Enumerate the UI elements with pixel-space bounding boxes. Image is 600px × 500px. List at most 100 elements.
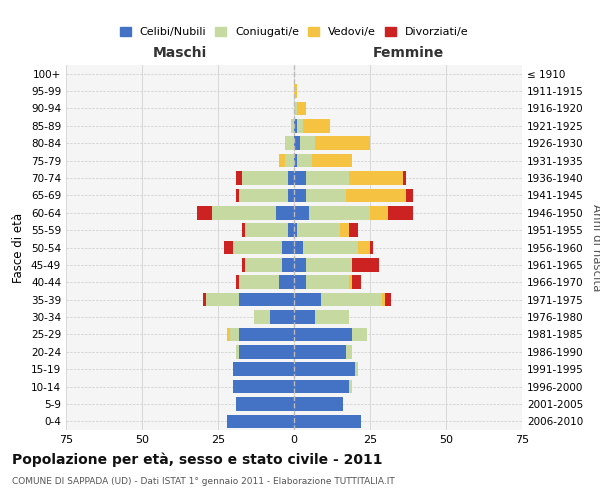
Bar — [294, 119, 297, 132]
Bar — [297, 224, 340, 237]
Bar — [288, 224, 294, 237]
Bar — [288, 171, 294, 185]
Bar — [245, 224, 288, 237]
Bar — [297, 102, 306, 115]
Bar — [236, 188, 239, 202]
Bar — [236, 276, 239, 289]
Bar — [315, 136, 370, 150]
Bar — [254, 310, 269, 324]
Bar — [306, 258, 352, 272]
Bar — [352, 258, 379, 272]
Bar — [294, 276, 306, 289]
Bar — [352, 328, 367, 341]
Bar — [294, 154, 297, 168]
Bar — [352, 276, 361, 289]
Bar — [306, 276, 349, 289]
Bar — [236, 171, 242, 185]
Bar — [403, 171, 406, 185]
Bar — [212, 206, 276, 220]
Text: Maschi: Maschi — [153, 46, 207, 60]
Bar — [239, 345, 294, 358]
Legend: Celibi/Nubili, Coniugati/e, Vedovi/e, Divorziati/e: Celibi/Nubili, Coniugati/e, Vedovi/e, Di… — [119, 27, 469, 37]
Bar — [303, 119, 331, 132]
Bar — [294, 240, 303, 254]
Bar — [294, 258, 306, 272]
Bar — [239, 328, 294, 341]
Text: Femmine: Femmine — [373, 46, 443, 60]
Bar — [370, 206, 388, 220]
Bar — [303, 240, 358, 254]
Bar — [346, 345, 352, 358]
Y-axis label: Anni di nascita: Anni di nascita — [590, 204, 600, 291]
Bar — [227, 414, 294, 428]
Text: COMUNE DI SAPPADA (UD) - Dati ISTAT 1° gennaio 2011 - Elaborazione TUTTITALIA.IT: COMUNE DI SAPPADA (UD) - Dati ISTAT 1° g… — [12, 478, 395, 486]
Y-axis label: Fasce di età: Fasce di età — [13, 212, 25, 282]
Bar — [294, 380, 349, 394]
Text: Popolazione per età, sesso e stato civile - 2011: Popolazione per età, sesso e stato civil… — [12, 452, 383, 467]
Bar — [239, 276, 279, 289]
Bar — [288, 188, 294, 202]
Bar — [297, 154, 312, 168]
Bar — [294, 188, 306, 202]
Bar — [382, 293, 385, 306]
Bar — [242, 258, 245, 272]
Bar — [385, 293, 391, 306]
Bar — [233, 380, 294, 394]
Bar — [294, 328, 352, 341]
Bar — [233, 362, 294, 376]
Bar — [294, 136, 300, 150]
Bar — [349, 224, 358, 237]
Bar — [294, 206, 309, 220]
Bar — [236, 345, 239, 358]
Bar — [322, 293, 382, 306]
Bar — [300, 136, 315, 150]
Bar — [294, 362, 355, 376]
Bar — [230, 328, 239, 341]
Bar — [294, 397, 343, 410]
Bar — [370, 240, 373, 254]
Bar — [346, 188, 406, 202]
Bar — [239, 293, 294, 306]
Bar — [236, 397, 294, 410]
Bar — [269, 310, 294, 324]
Bar — [306, 171, 349, 185]
Bar — [340, 224, 349, 237]
Bar — [233, 240, 282, 254]
Bar — [294, 310, 315, 324]
Bar — [315, 310, 349, 324]
Bar — [242, 224, 245, 237]
Bar — [294, 293, 322, 306]
Bar — [294, 414, 361, 428]
Bar — [355, 362, 358, 376]
Bar — [297, 119, 303, 132]
Bar — [242, 171, 288, 185]
Bar — [206, 293, 239, 306]
Bar — [203, 293, 206, 306]
Bar — [291, 119, 294, 132]
Bar — [306, 188, 346, 202]
Bar — [349, 380, 352, 394]
Bar — [224, 240, 233, 254]
Bar — [239, 188, 288, 202]
Bar — [294, 102, 297, 115]
Bar — [282, 240, 294, 254]
Bar — [294, 224, 297, 237]
Bar — [285, 154, 294, 168]
Bar — [294, 345, 346, 358]
Bar — [197, 206, 212, 220]
Bar — [309, 206, 370, 220]
Bar — [406, 188, 413, 202]
Bar — [276, 206, 294, 220]
Bar — [279, 154, 285, 168]
Bar — [294, 84, 297, 98]
Bar — [349, 276, 352, 289]
Bar — [282, 258, 294, 272]
Bar — [285, 136, 294, 150]
Bar — [388, 206, 413, 220]
Bar — [358, 240, 370, 254]
Bar — [245, 258, 282, 272]
Bar — [227, 328, 230, 341]
Bar — [294, 171, 306, 185]
Bar — [279, 276, 294, 289]
Bar — [349, 171, 403, 185]
